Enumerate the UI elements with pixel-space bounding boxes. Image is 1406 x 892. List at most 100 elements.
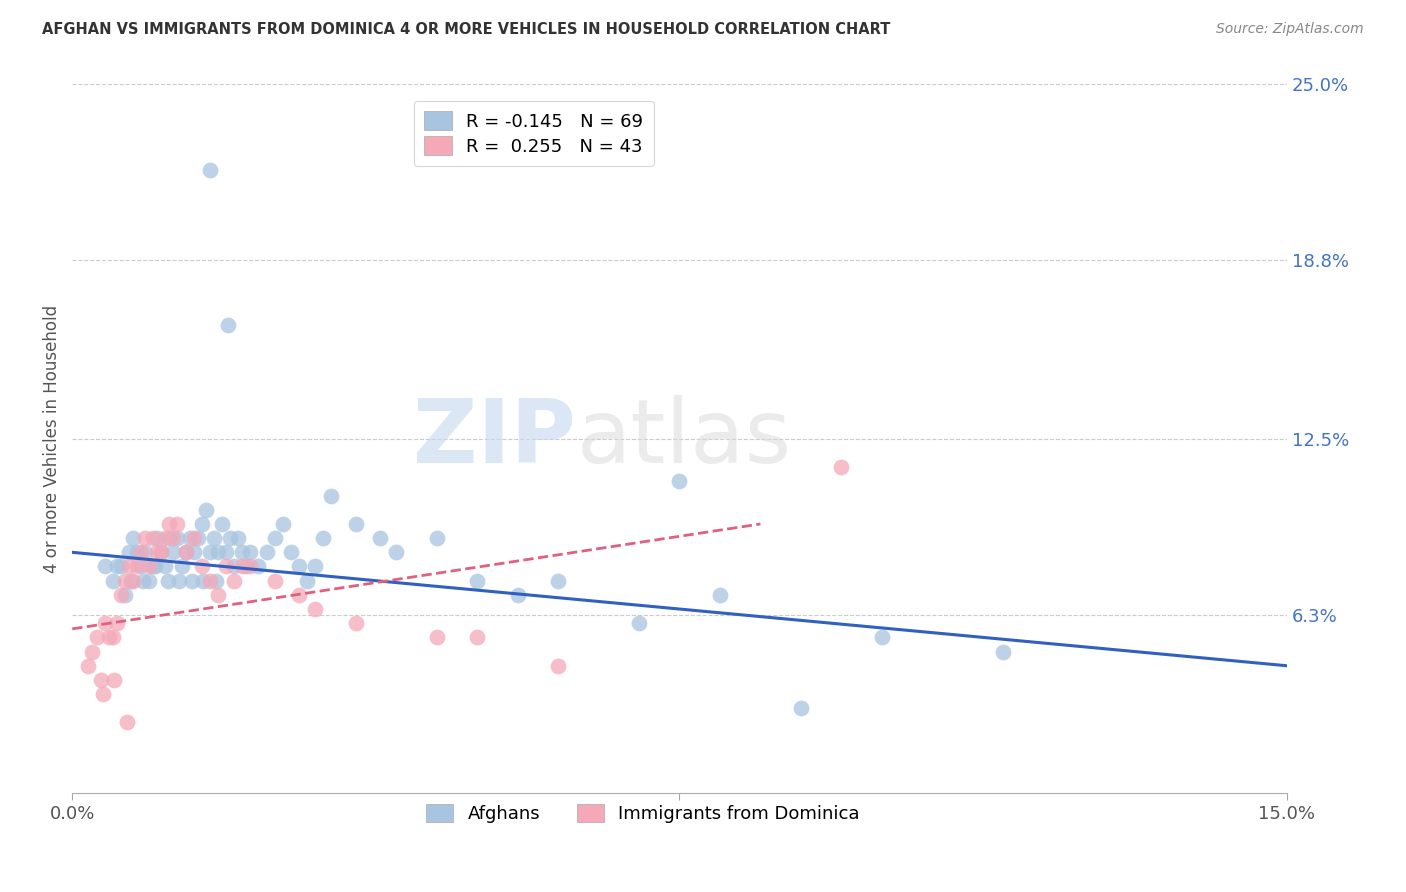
Point: [157, 531, 180, 545]
Text: AFGHAN VS IMMIGRANTS FROM DOMINICA 4 OR MORE VEHICLES IN HOUSEHOLD CORRELATION C: AFGHAN VS IMMIGRANTS FROM DOMINICA 4 OR …: [42, 22, 890, 37]
Point: [194, 503, 217, 517]
Point: [114, 574, 136, 588]
Point: [256, 545, 278, 559]
Point: [82, 644, 104, 658]
Point: [183, 531, 205, 545]
Point: [138, 574, 160, 588]
Point: [138, 559, 160, 574]
Point: [426, 631, 449, 645]
Point: [231, 559, 253, 574]
Point: [288, 588, 311, 602]
Point: [506, 588, 529, 602]
Text: atlas: atlas: [576, 395, 792, 483]
Point: [110, 559, 132, 574]
Point: [226, 531, 249, 545]
Point: [162, 531, 184, 545]
Point: [239, 545, 262, 559]
Point: [205, 574, 228, 588]
Point: [142, 531, 165, 545]
Point: [134, 545, 156, 559]
Point: [166, 516, 188, 531]
Point: [155, 531, 177, 545]
Point: [207, 588, 229, 602]
Point: [271, 516, 294, 531]
Point: [179, 531, 201, 545]
Point: [344, 616, 367, 631]
Point: [385, 545, 408, 559]
Point: [125, 545, 148, 559]
Point: [181, 574, 204, 588]
Point: [91, 687, 114, 701]
Point: [465, 574, 488, 588]
Point: [215, 545, 238, 559]
Point: [120, 574, 142, 588]
Legend: Afghans, Immigrants from Dominica: Afghans, Immigrants from Dominica: [416, 793, 870, 834]
Point: [304, 602, 326, 616]
Point: [101, 631, 124, 645]
Point: [465, 631, 488, 645]
Point: [174, 545, 197, 559]
Point: [157, 516, 180, 531]
Point: [90, 673, 112, 687]
Point: [132, 574, 155, 588]
Point: [103, 673, 125, 687]
Point: [211, 516, 233, 531]
Point: [125, 559, 148, 574]
Point: [146, 531, 169, 545]
Point: [142, 559, 165, 574]
Point: [150, 545, 173, 559]
Point: [105, 559, 128, 574]
Point: [129, 559, 152, 574]
Point: [191, 516, 214, 531]
Point: [122, 531, 145, 545]
Point: [110, 588, 132, 602]
Point: [263, 574, 285, 588]
Point: [86, 631, 108, 645]
Point: [288, 559, 311, 574]
Point: [321, 489, 343, 503]
Point: [198, 545, 221, 559]
Point: [117, 715, 139, 730]
Point: [547, 658, 569, 673]
Y-axis label: 4 or more Vehicles in Household: 4 or more Vehicles in Household: [44, 305, 60, 573]
Point: [143, 559, 166, 574]
Point: [231, 545, 253, 559]
Point: [183, 545, 205, 559]
Point: [830, 460, 852, 475]
Point: [105, 616, 128, 631]
Point: [93, 559, 115, 574]
Point: [239, 559, 262, 574]
Point: [187, 531, 209, 545]
Text: ZIP: ZIP: [413, 395, 576, 483]
Point: [295, 574, 318, 588]
Point: [155, 559, 177, 574]
Point: [202, 531, 225, 545]
Point: [263, 531, 285, 545]
Point: [170, 559, 193, 574]
Point: [235, 559, 257, 574]
Point: [344, 516, 367, 531]
Point: [193, 574, 215, 588]
Point: [668, 475, 690, 489]
Point: [219, 531, 242, 545]
Point: [77, 658, 100, 673]
Point: [166, 531, 188, 545]
Point: [224, 574, 246, 588]
Point: [118, 559, 141, 574]
Point: [709, 588, 731, 602]
Point: [790, 701, 813, 715]
Point: [118, 545, 141, 559]
Point: [156, 574, 179, 588]
Point: [304, 559, 326, 574]
Point: [207, 545, 229, 559]
Text: Source: ZipAtlas.com: Source: ZipAtlas.com: [1216, 22, 1364, 37]
Point: [870, 631, 893, 645]
Point: [217, 318, 239, 333]
Point: [101, 574, 124, 588]
Point: [174, 545, 197, 559]
Point: [247, 559, 270, 574]
Point: [627, 616, 650, 631]
Point: [215, 559, 238, 574]
Point: [368, 531, 391, 545]
Point: [426, 531, 449, 545]
